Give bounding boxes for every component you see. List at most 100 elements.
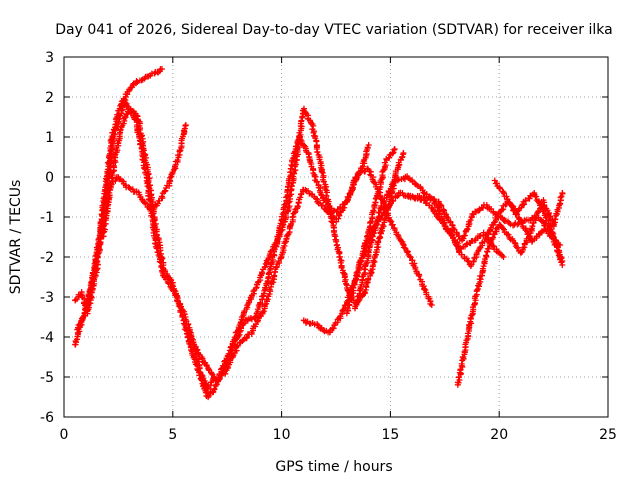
data-point xyxy=(380,167,387,174)
data-point xyxy=(294,203,301,210)
data-point xyxy=(370,257,377,264)
x-tick-label: 15 xyxy=(381,427,399,443)
data-point xyxy=(166,174,173,181)
x-axis-label: GPS time / hours xyxy=(275,459,392,475)
data-point xyxy=(490,209,497,216)
data-point xyxy=(463,241,470,248)
data-point xyxy=(257,299,264,306)
data-point xyxy=(322,186,329,193)
data-point xyxy=(195,351,202,358)
data-point xyxy=(174,157,181,164)
data-point xyxy=(344,197,351,204)
data-point xyxy=(314,320,321,327)
data-point xyxy=(280,204,287,211)
data-point xyxy=(514,221,521,228)
data-point xyxy=(514,244,521,251)
data-point xyxy=(400,244,407,251)
data-point xyxy=(485,245,492,252)
data-point xyxy=(210,389,217,396)
data-point xyxy=(500,189,507,196)
data-point xyxy=(259,309,266,316)
data-point xyxy=(511,239,518,246)
y-tick-label: -1 xyxy=(40,210,54,226)
x-tick-label: 0 xyxy=(60,427,69,443)
data-point xyxy=(324,189,331,196)
data-point xyxy=(101,226,108,233)
y-tick-label: 0 xyxy=(45,170,54,186)
data-point xyxy=(428,302,435,308)
data-point xyxy=(378,202,385,209)
data-point xyxy=(265,270,272,277)
data-point xyxy=(139,141,146,148)
data-point xyxy=(91,263,98,270)
plot-frame xyxy=(63,56,609,418)
data-point xyxy=(105,195,112,202)
data-point xyxy=(407,254,414,261)
data-point xyxy=(205,394,212,401)
data-point xyxy=(211,386,218,393)
data-point xyxy=(464,257,471,264)
data-point xyxy=(505,231,512,238)
data-point xyxy=(293,143,300,150)
data-point xyxy=(122,114,129,121)
chart-title: Day 041 of 2026, Sidereal Day-to-day VTE… xyxy=(55,22,612,38)
data-point xyxy=(260,308,267,315)
data-point xyxy=(556,248,563,255)
data-point xyxy=(174,297,181,304)
data-point xyxy=(165,280,172,287)
data-point xyxy=(353,276,360,283)
data-point xyxy=(102,220,109,227)
data-point xyxy=(301,142,308,149)
data-point xyxy=(373,221,380,228)
series-arc5 xyxy=(187,105,407,384)
series-arc10 xyxy=(343,189,564,317)
data-point xyxy=(358,257,365,264)
y-axis-label: SDTVAR / TECUs xyxy=(8,180,24,295)
data-point xyxy=(443,213,450,220)
data-point xyxy=(297,194,304,201)
data-point xyxy=(288,162,295,169)
data-point xyxy=(416,272,423,279)
y-tick-label: 2 xyxy=(45,90,54,106)
data-point xyxy=(302,186,309,193)
data-point xyxy=(292,159,299,166)
data-point xyxy=(435,207,442,214)
data-point xyxy=(333,238,340,245)
data-point xyxy=(76,320,83,327)
data-point xyxy=(389,221,396,228)
series-arc9 xyxy=(351,173,507,312)
data-point xyxy=(390,197,397,204)
data-point xyxy=(559,190,566,196)
data-point xyxy=(314,148,321,155)
data-point xyxy=(271,272,278,279)
data-point xyxy=(554,244,561,251)
data-point xyxy=(284,207,291,214)
y-tick-label: -5 xyxy=(40,370,54,386)
data-point xyxy=(380,223,387,230)
y-tick-label: 3 xyxy=(45,50,54,66)
data-point xyxy=(356,259,363,266)
data-point xyxy=(449,222,456,229)
data-point xyxy=(141,199,148,206)
x-tick-label: 10 xyxy=(273,427,291,443)
data-point xyxy=(558,255,565,262)
data-point xyxy=(355,172,362,179)
data-point xyxy=(208,370,215,377)
data-point xyxy=(236,328,243,335)
data-point xyxy=(150,210,157,217)
y-tick-label: -6 xyxy=(40,410,54,426)
data-point xyxy=(158,256,165,263)
data-point xyxy=(318,168,325,175)
data-point xyxy=(337,259,344,266)
data-point xyxy=(376,233,383,240)
data-point xyxy=(167,276,174,283)
y-tick-label: 1 xyxy=(45,130,54,146)
data-point xyxy=(139,132,146,139)
data-point xyxy=(500,254,507,260)
data-point xyxy=(559,258,566,264)
data-point xyxy=(136,126,143,133)
data-point xyxy=(394,193,401,200)
data-point xyxy=(188,346,195,353)
data-point xyxy=(241,320,248,327)
data-point xyxy=(243,334,250,341)
